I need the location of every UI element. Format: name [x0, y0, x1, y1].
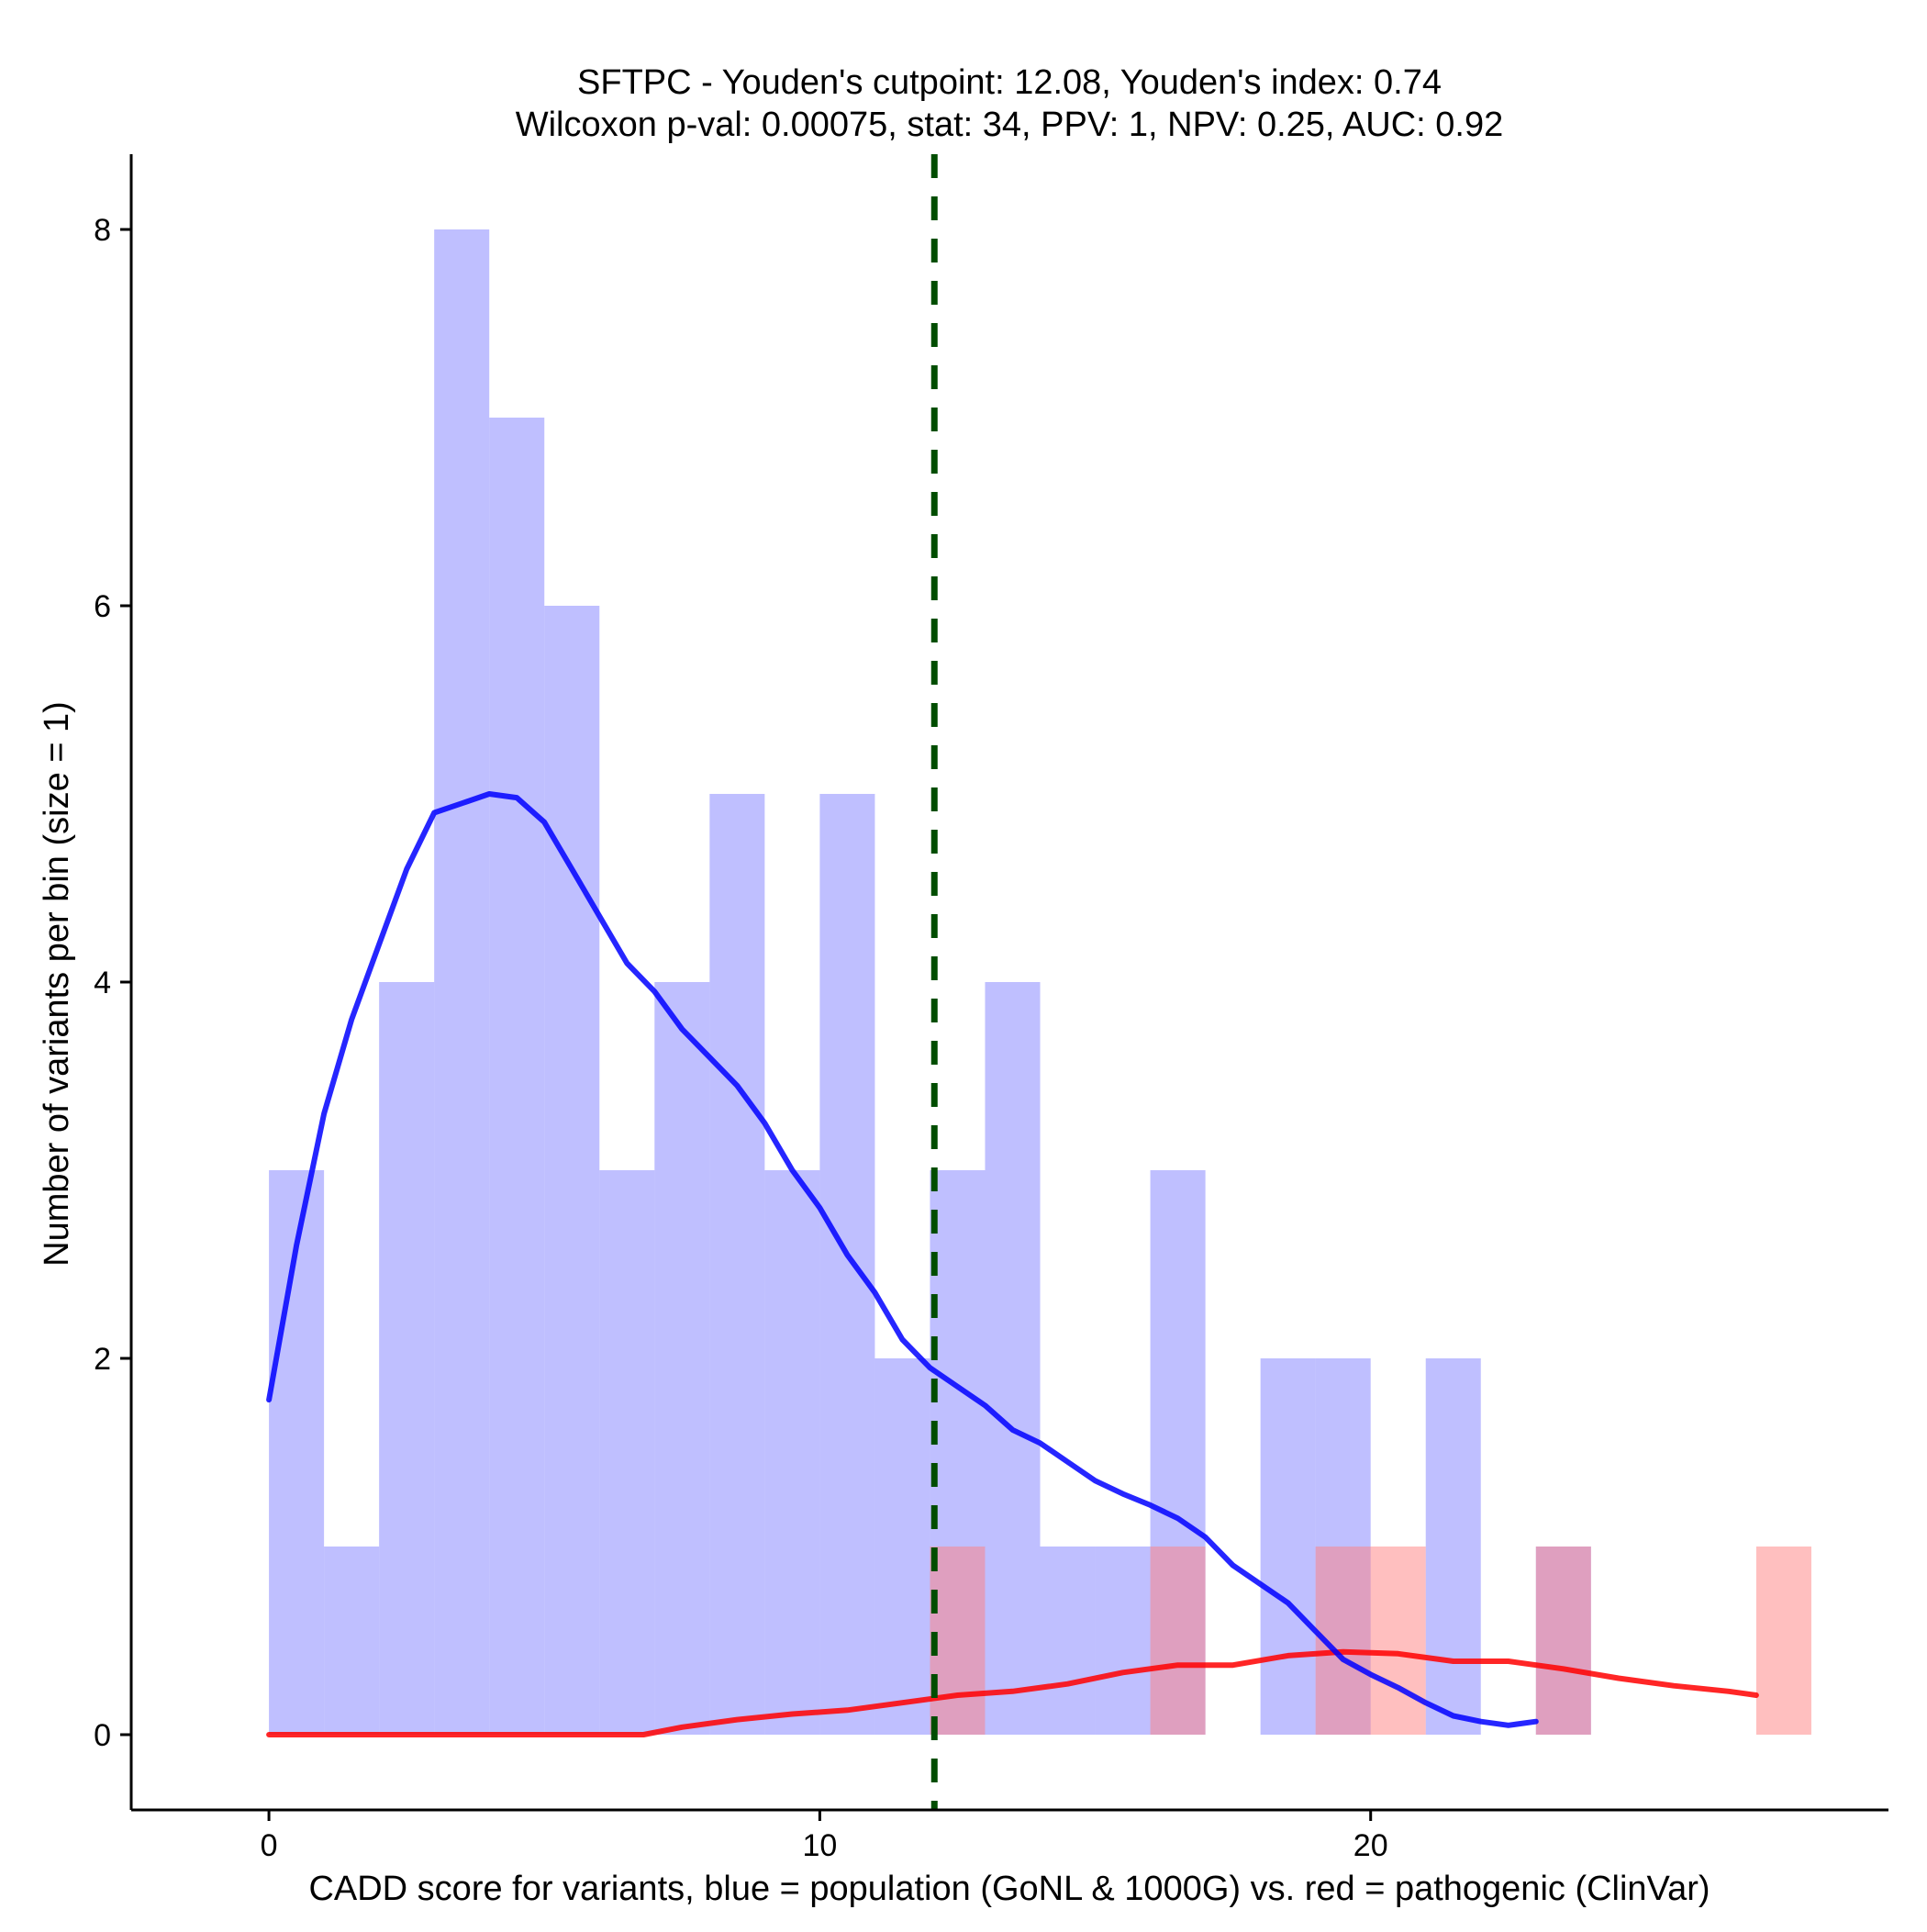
pathogenic-density-curve [266, 1648, 1759, 1737]
x-tick-label: 20 [1353, 1828, 1388, 1863]
population-bar [819, 794, 875, 1735]
y-tick-label: 2 [94, 1342, 111, 1377]
population-bar [379, 982, 435, 1735]
population-bar [1040, 1547, 1096, 1735]
chart-title: SFTPC - Youden's cutpoint: 12.08, Youden… [577, 63, 1442, 102]
population-bar [544, 606, 600, 1735]
population-bar [1425, 1358, 1481, 1735]
pathogenic-bar [1755, 1547, 1811, 1735]
pathogenic-bar [1535, 1547, 1591, 1735]
y-tick-label: 6 [94, 589, 111, 624]
population-bar [269, 1170, 325, 1735]
x-tick-label: 0 [261, 1828, 278, 1863]
population-bar [599, 1170, 655, 1735]
x-tick-label: 10 [802, 1828, 837, 1863]
population-bar [654, 982, 710, 1735]
y-tick-label: 8 [94, 213, 111, 248]
y-axis-label: Number of variants per bin (size = 1) [38, 701, 76, 1267]
population-bar [874, 1358, 930, 1735]
y-tick-label: 4 [94, 966, 111, 1000]
y-tick-label: 0 [94, 1718, 111, 1753]
population-density-curve [266, 791, 1539, 1728]
population-bar [985, 982, 1041, 1735]
population-bar [1095, 1547, 1151, 1735]
population-bar [434, 229, 490, 1735]
population-bar [1260, 1358, 1316, 1735]
x-axis-label: CADD score for variants, blue = populati… [308, 1870, 1710, 1908]
chart-subtitle: Wilcoxon p-val: 0.00075, stat: 34, PPV: … [516, 106, 1504, 144]
ticks: 0 10 20 0 2 4 6 8 [94, 213, 1388, 1863]
population-bars [269, 229, 1591, 1735]
pathogenic-bar [930, 1547, 986, 1735]
pathogenic-bars [930, 1547, 1811, 1735]
population-bar [709, 794, 765, 1735]
population-bar [489, 418, 545, 1735]
population-bar [764, 1170, 820, 1735]
pathogenic-bar [1150, 1547, 1206, 1735]
density-curves [266, 791, 1759, 1737]
pathogenic-bar [1370, 1547, 1426, 1735]
population-bar [324, 1547, 380, 1735]
